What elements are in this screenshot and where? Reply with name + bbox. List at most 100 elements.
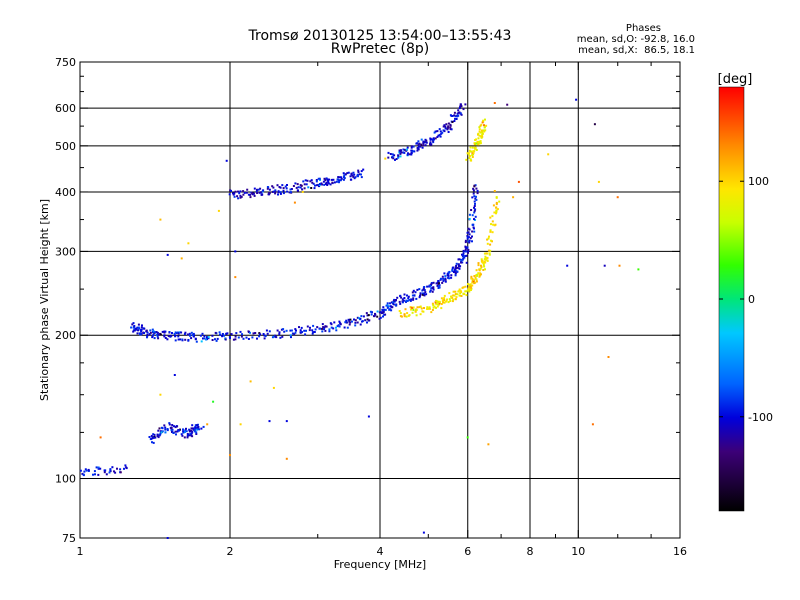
scatter-point-14 — [239, 423, 242, 426]
echo-point-s0-t4 — [430, 138, 433, 141]
echo-point-s0-t1 — [290, 329, 293, 332]
echo-point-s1-t0 — [491, 220, 494, 223]
echo-point-s0-t4 — [429, 143, 432, 146]
echo-point-s0-t1 — [279, 336, 282, 339]
echo-point-s0-t4 — [410, 145, 413, 148]
echo-point-s0-t2 — [186, 435, 189, 438]
echo-point-s0-t5 — [467, 227, 470, 230]
echo-point-s0-t4 — [420, 143, 423, 146]
echo-point-s0-t3 — [332, 178, 335, 181]
echo-point-s0-t5 — [419, 294, 421, 297]
echo-point-s1-t0 — [454, 293, 457, 296]
echo-point-s0-t2 — [184, 429, 187, 432]
echo-point-s0-t1 — [382, 315, 384, 318]
echo-point-s0-t5 — [438, 285, 441, 288]
echo-point-s0-t3 — [242, 193, 245, 196]
echo-point-s0-t5 — [429, 289, 432, 292]
echo-point-s1-t0 — [418, 306, 421, 309]
echo-point-s0-t2 — [154, 436, 157, 439]
echo-point-s0-t4 — [412, 150, 415, 153]
y-tick-label-300: 300 — [55, 245, 76, 258]
echo-point-s0-t3 — [239, 196, 242, 199]
scatter-point-38 — [618, 264, 621, 267]
echo-point-s0-t2 — [191, 430, 194, 433]
echo-point-s0-t4 — [438, 128, 441, 131]
echo-point-s0-t5 — [410, 298, 413, 301]
echo-point-s1-t0 — [443, 294, 446, 297]
echo-point-s1-t0 — [445, 300, 448, 303]
echo-point-s0-t1 — [228, 336, 231, 338]
scatter-point-37 — [616, 196, 619, 199]
echo-point-s0-t5 — [450, 274, 453, 277]
echo-point-s1-t0 — [455, 296, 458, 299]
echo-point-s0-t5 — [462, 257, 465, 260]
echo-point-s0-t4 — [417, 140, 420, 143]
echo-point-s0-t3 — [261, 190, 264, 193]
y-tick-label-750: 750 — [55, 56, 76, 69]
colorbar — [719, 87, 744, 511]
x-tick-label-8: 8 — [527, 545, 534, 558]
echo-point-s1-t0 — [453, 294, 456, 297]
echo-point-s0-t2 — [188, 434, 191, 437]
echo-point-s0-t3 — [315, 180, 318, 183]
echo-point-s0-t4 — [408, 153, 411, 156]
echo-point-s0-t1 — [156, 335, 159, 338]
echo-point-s1-t0 — [403, 313, 406, 316]
echo-point-s0-t1 — [364, 319, 367, 322]
echo-point-s0-t3 — [279, 191, 282, 194]
echo-point-s0-t4 — [438, 133, 441, 136]
echo-point-s0-t1 — [174, 334, 177, 337]
x-tick-label-6: 6 — [464, 545, 471, 558]
echo-point-s0-t4 — [434, 137, 437, 140]
echo-point-s0-t1 — [366, 318, 369, 321]
echo-point-s0-t1 — [242, 337, 245, 340]
echo-point-s0-t1 — [268, 330, 271, 333]
echo-point-s0-t1 — [391, 306, 394, 309]
echo-point-s0-t3 — [319, 183, 321, 185]
echo-point-s0-t3 — [339, 179, 342, 182]
echo-point-s0-t3 — [261, 193, 264, 196]
chart-subtitle: RwPretec (8p) — [331, 41, 429, 57]
echo-point-s0-t2 — [163, 424, 166, 427]
echo-point-s1-t0 — [491, 231, 494, 234]
echo-point-s0-t5 — [473, 230, 476, 233]
echo-point-s0-t1 — [151, 336, 154, 339]
echo-point-s0-t5 — [467, 248, 470, 251]
echo-point-s1-t1 — [474, 146, 477, 149]
colorbar-tick-label-100: 100 — [748, 175, 769, 188]
echo-point-s0-t3 — [278, 186, 281, 188]
echo-point-s1-t1 — [480, 136, 483, 139]
echo-point-s1-t1 — [481, 133, 484, 136]
echo-point-s0-t4 — [442, 125, 445, 128]
echo-point-s0-t1 — [207, 336, 210, 339]
echo-point-s0-t1 — [345, 319, 348, 322]
echo-point-s0-t4 — [433, 131, 436, 134]
echo-point-s0-t5 — [409, 299, 412, 302]
echo-point-s1-t0 — [443, 299, 446, 301]
echo-point-s0-t1 — [139, 328, 142, 331]
echo-point-s1-t1 — [471, 146, 474, 149]
echo-point-s0-t5 — [473, 206, 475, 209]
echo-point-s1-t0 — [498, 200, 501, 203]
echo-point-s1-t1 — [477, 143, 480, 146]
echo-point-s0-t3 — [325, 181, 328, 184]
echo-point-s0-t2 — [185, 427, 187, 430]
echo-point-s1-t0 — [456, 293, 459, 296]
echo-point-s0-t0 — [84, 468, 87, 471]
echo-point-s1-t0 — [493, 190, 496, 192]
echo-point-s0-t5 — [469, 237, 472, 240]
echo-point-s0-t4 — [449, 126, 452, 129]
echo-point-s0-t5 — [441, 275, 444, 278]
echo-point-s0-t5 — [473, 209, 476, 212]
echo-point-s1-t1 — [473, 142, 476, 145]
echo-point-s1-t0 — [493, 211, 496, 214]
echo-point-s0-t3 — [342, 172, 345, 175]
echo-point-s0-t4 — [459, 112, 462, 115]
echo-point-s1-t0 — [441, 300, 444, 302]
echo-point-s0-t4 — [420, 138, 423, 141]
echo-point-s0-t5 — [399, 294, 402, 297]
echo-point-s0-t1 — [266, 332, 269, 335]
echo-point-s1-t0 — [483, 252, 486, 255]
echo-point-s0-t3 — [277, 190, 280, 193]
echo-point-s0-t1 — [294, 328, 297, 331]
